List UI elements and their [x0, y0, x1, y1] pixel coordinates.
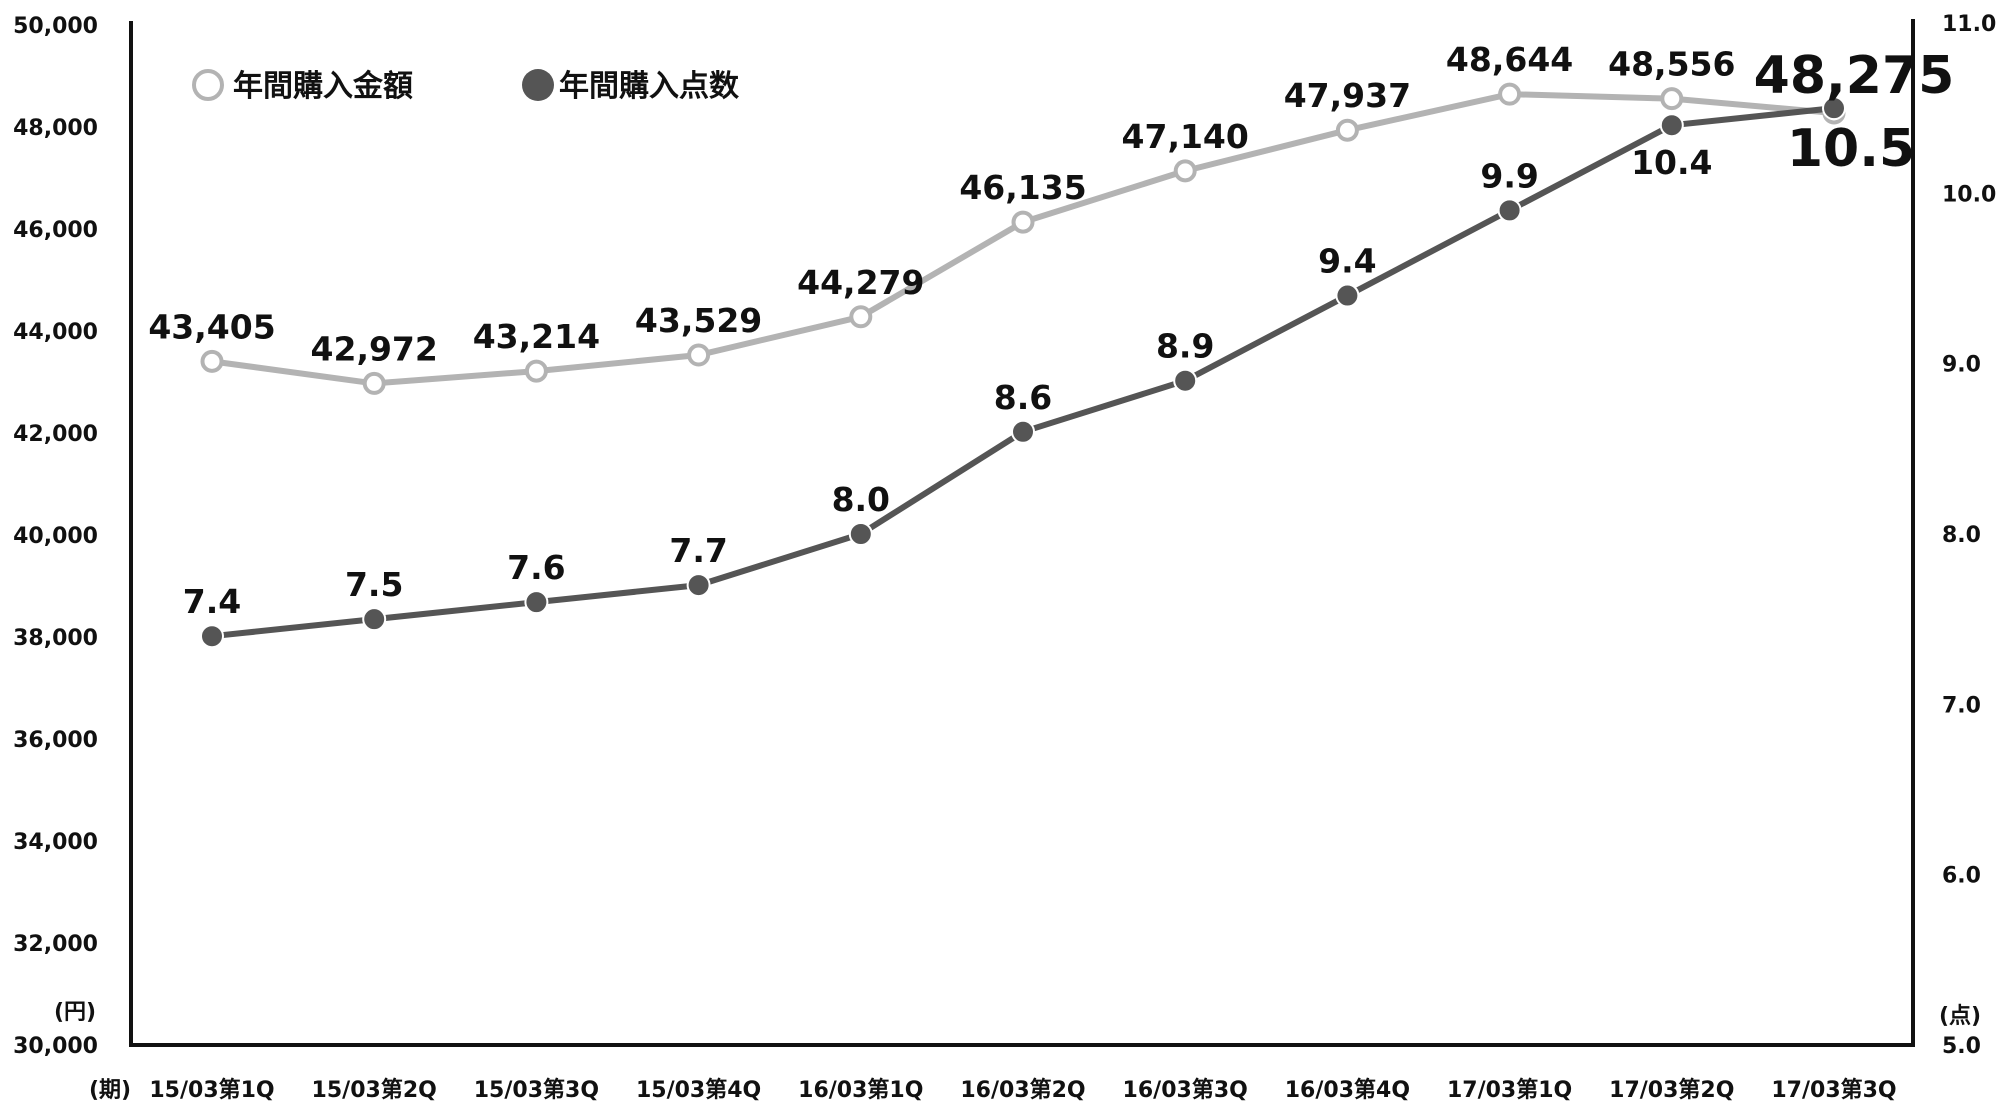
left-tick-label: 32,000 [13, 932, 98, 957]
amount-point [527, 362, 546, 381]
x-tick-label: 15/03第2Q [312, 1077, 437, 1101]
legend-count-label: 年間購入点数 [559, 69, 740, 104]
x-tick-label: 16/03第4Q [1285, 1077, 1410, 1101]
amount-data-label: 48,275 [1754, 46, 1955, 106]
left-unit-label: (円) [54, 1000, 96, 1025]
count-point [525, 591, 547, 613]
amount-point [851, 307, 870, 326]
amount-point [1338, 121, 1357, 140]
count-point [1499, 199, 1521, 221]
count-point [688, 574, 710, 596]
count-point [1012, 421, 1034, 443]
left-tick-label: 38,000 [13, 626, 98, 651]
count-point [201, 625, 223, 647]
count-point [1336, 285, 1358, 307]
right-tick-label: 10.0 [1942, 182, 1996, 207]
x-tick-label: 17/03第2Q [1609, 1077, 1734, 1101]
x-tick-label: 17/03第1Q [1447, 1077, 1572, 1101]
count-point [1174, 370, 1196, 392]
x-tick-label: 15/03第1Q [149, 1077, 274, 1101]
amount-data-label: 42,972 [311, 329, 438, 368]
legend: 年間購入金額 年間購入点数 [194, 69, 740, 104]
left-tick-label: 40,000 [13, 524, 98, 549]
legend-amount-marker [194, 71, 222, 99]
right-tick-label: 7.0 [1942, 693, 1981, 718]
right-tick-label: 9.0 [1942, 353, 1981, 378]
count-data-label: 7.6 [507, 548, 565, 587]
count-data-label: 10.5 [1787, 119, 1915, 179]
amount-data-label: 46,135 [959, 168, 1086, 207]
amount-point [1662, 89, 1681, 108]
amount-data-label: 43,405 [148, 307, 275, 346]
left-tick-label: 46,000 [13, 218, 98, 243]
amount-data-label: 47,937 [1284, 76, 1411, 115]
right-tick-label: 6.0 [1942, 864, 1981, 889]
left-tick-label: 44,000 [13, 320, 98, 345]
left-tick-label: 50,000 [13, 14, 98, 39]
count-data-label: 10.4 [1631, 143, 1712, 182]
count-data-label: 9.4 [1318, 242, 1376, 281]
right-unit-label: (点) [1939, 1003, 1981, 1029]
right-tick-label: 11.0 [1942, 12, 1996, 37]
x-tick-label: 16/03第3Q [1123, 1077, 1248, 1101]
count-point [1661, 114, 1683, 136]
amount-point [689, 346, 708, 365]
right-tick-label: 8.0 [1942, 523, 1981, 548]
x-tick-label: 16/03第1Q [798, 1077, 923, 1101]
amount-data-label: 47,140 [1122, 117, 1249, 156]
count-data-label: 7.5 [345, 565, 403, 604]
left-tick-label: 36,000 [13, 728, 98, 753]
amount-data-label: 43,529 [635, 301, 762, 340]
x-axis-label: (期) [89, 1078, 131, 1101]
legend-count-marker [522, 69, 554, 101]
count-data-label: 8.0 [832, 480, 890, 519]
count-data-label: 9.9 [1480, 156, 1538, 195]
left-tick-label: 48,000 [13, 116, 98, 141]
amount-data-label: 44,279 [797, 263, 924, 302]
amount-point [1176, 161, 1195, 180]
x-tick-label: 16/03第2Q [960, 1077, 1085, 1101]
x-tick-label: 15/03第4Q [636, 1077, 761, 1101]
left-tick-label: 30,000 [13, 1034, 98, 1059]
count-point [363, 608, 385, 630]
x-tick-label: 17/03第3Q [1771, 1077, 1896, 1101]
count-data-label: 7.7 [669, 531, 727, 570]
left-tick-label: 34,000 [13, 830, 98, 855]
amount-data-label: 48,556 [1608, 45, 1735, 84]
left-tick-label: 42,000 [13, 422, 98, 447]
count-point [850, 523, 872, 545]
amount-series-line [212, 94, 1834, 383]
x-tick-label: 15/03第3Q [474, 1077, 599, 1101]
amount-data-label: 48,644 [1446, 40, 1573, 79]
count-data-label: 7.4 [183, 582, 241, 621]
right-tick-label: 5.0 [1942, 1034, 1981, 1059]
amount-point [203, 352, 222, 371]
amount-point [1500, 85, 1519, 104]
count-data-label: 8.6 [994, 378, 1052, 417]
amount-point [365, 374, 384, 393]
legend-amount-label: 年間購入金額 [233, 69, 413, 104]
amount-point [1014, 213, 1033, 232]
amount-data-label: 43,214 [473, 317, 600, 356]
count-data-label: 8.9 [1156, 327, 1214, 366]
